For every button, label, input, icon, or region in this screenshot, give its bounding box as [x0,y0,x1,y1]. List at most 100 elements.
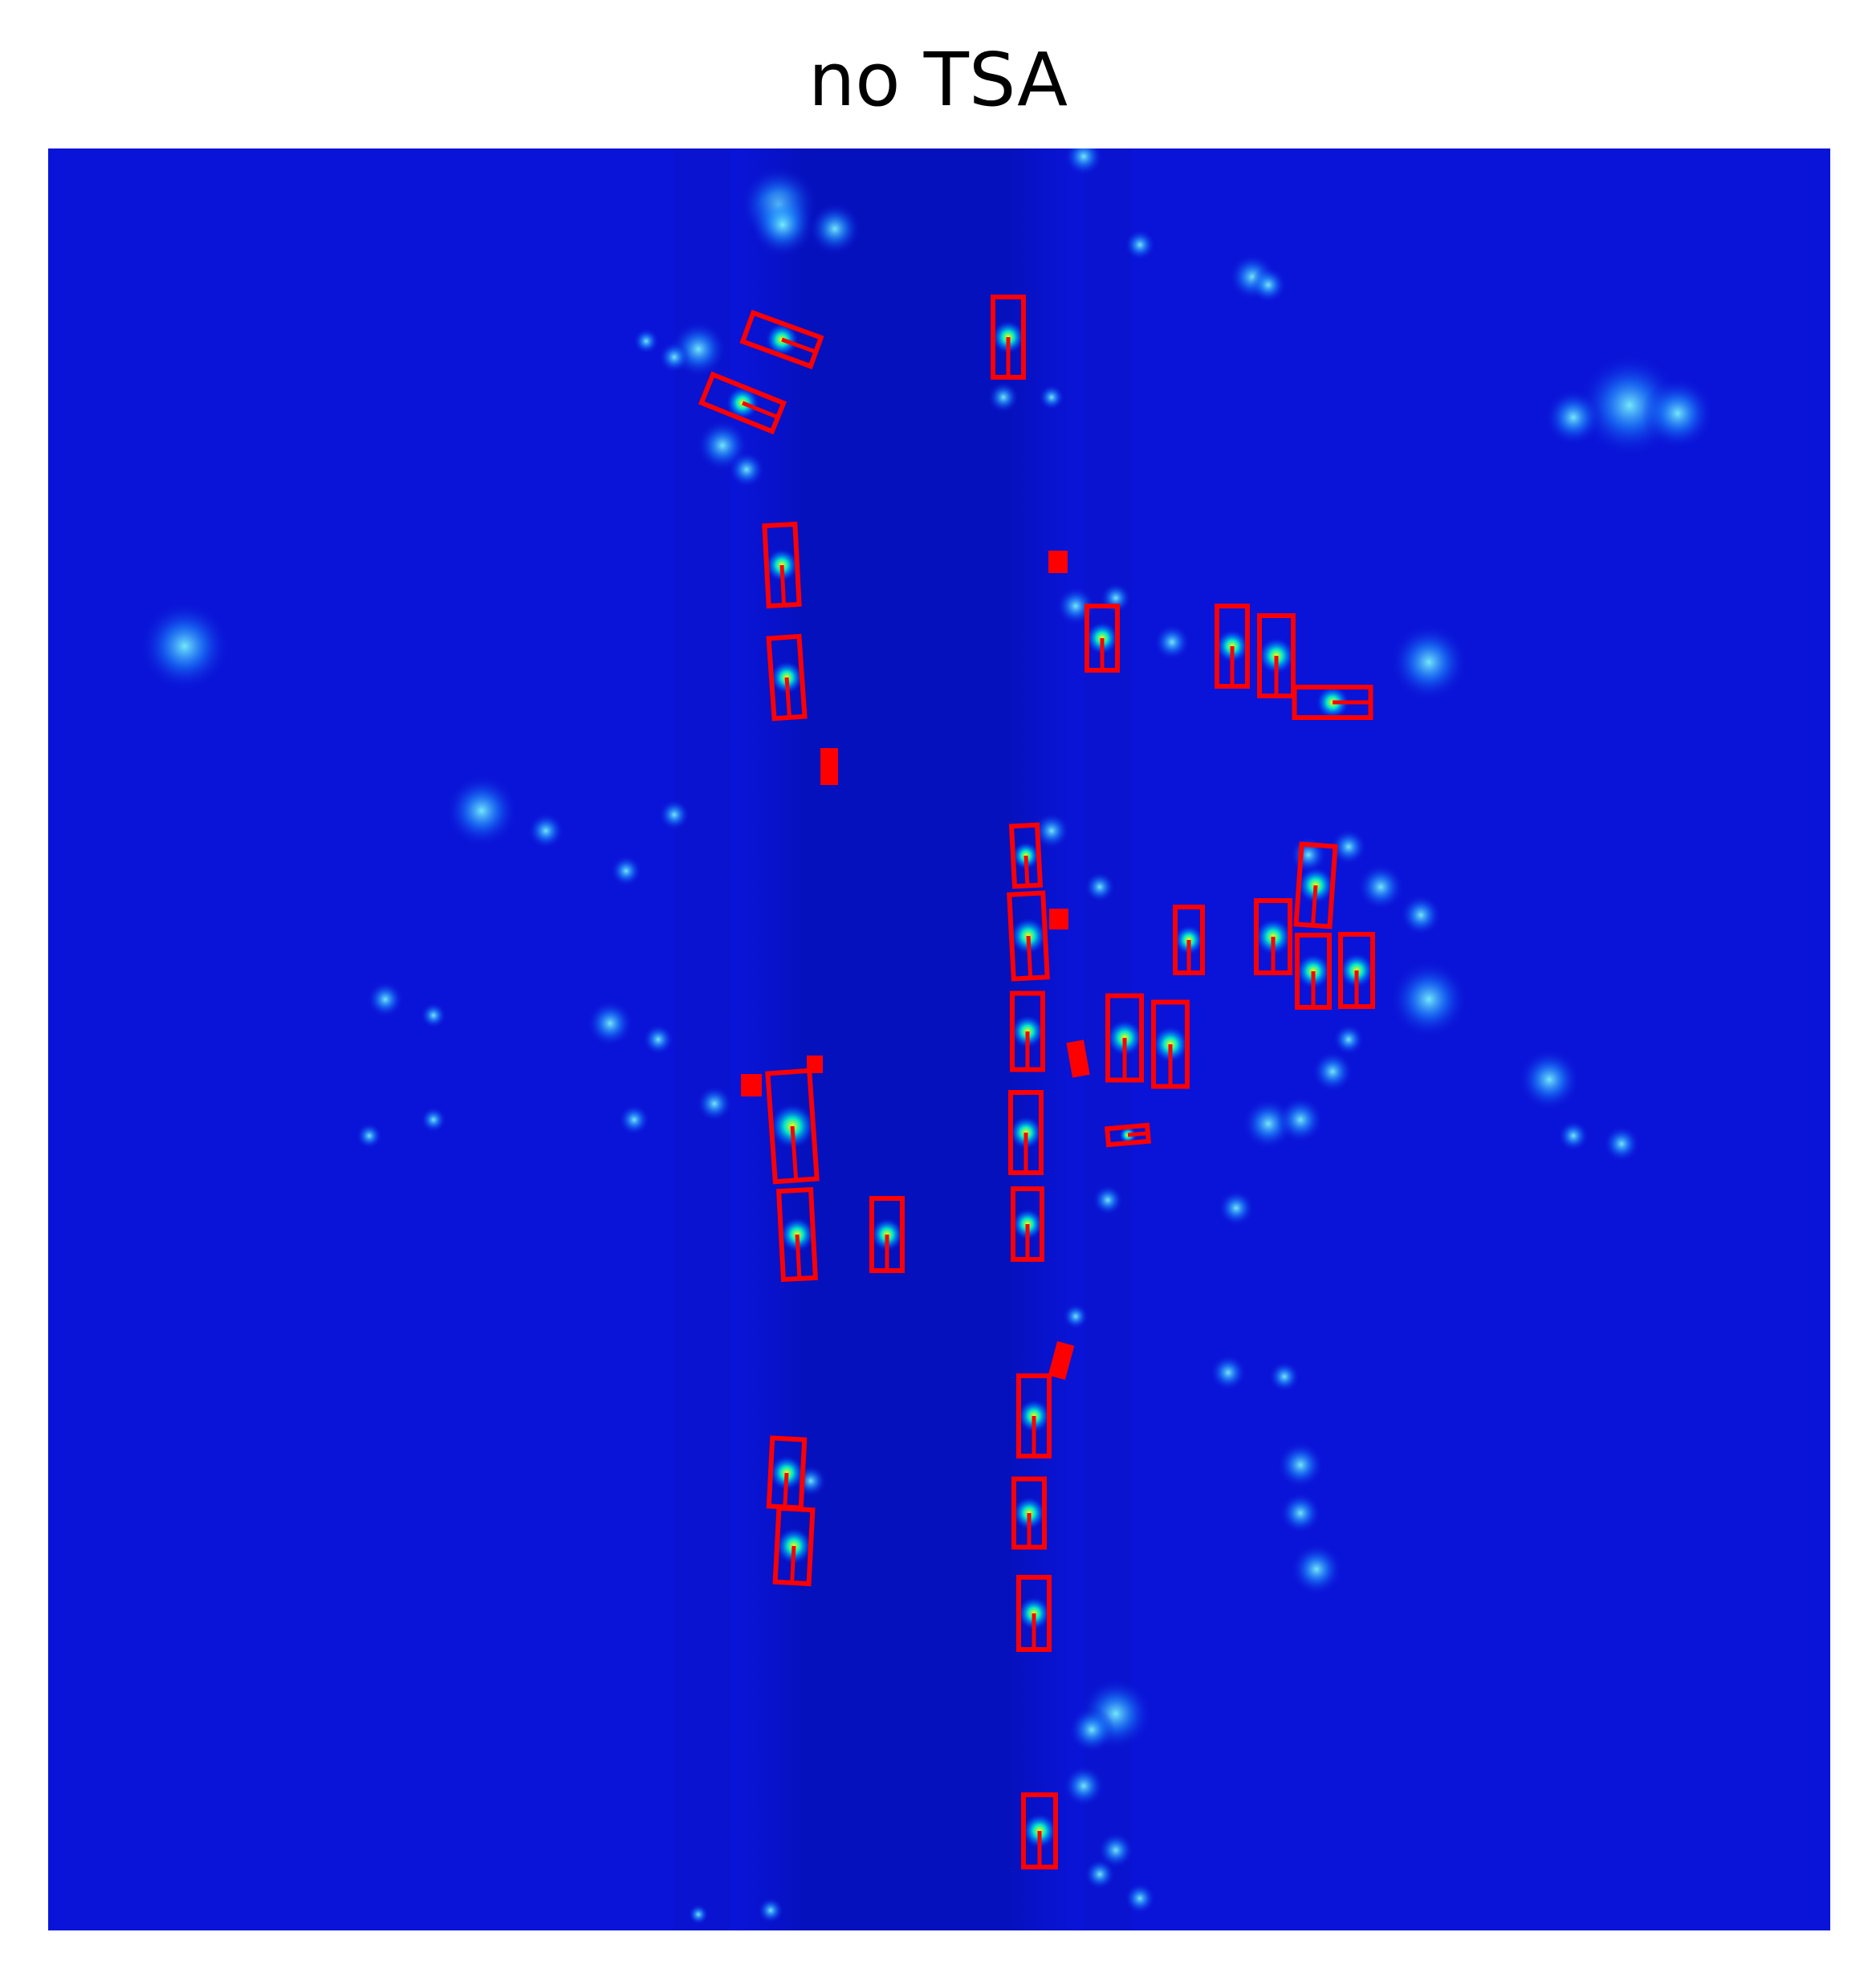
feature-blob [421,1003,446,1028]
detection-box [869,1196,905,1273]
detection-box-outline [807,1056,823,1073]
feature-blob [1330,828,1367,865]
detection-heading-line [784,677,792,718]
feature-blob [688,1904,709,1925]
detection-box-outline [1048,551,1068,573]
feature-blob [1068,1706,1115,1753]
feature-blob [1154,624,1190,661]
detection-heading-line [783,1472,789,1507]
feature-blob [1518,1048,1581,1111]
feature-blob [1291,1544,1342,1595]
feature-blob [1268,1361,1300,1393]
detection-box-outline [1066,1039,1090,1078]
feature-blob [633,328,659,354]
feature-blob [1084,1858,1116,1890]
detection-box-outline [820,748,838,785]
detection-box [1011,1186,1044,1262]
detection-heading-line [1026,935,1033,978]
feature-blob [1097,1832,1134,1869]
detection-heading-line [742,401,779,420]
detection-box [1066,1039,1090,1078]
detection-box [1257,613,1296,698]
feature-blob [446,775,518,847]
feature-blob [1312,1051,1353,1092]
feature-blob [1039,384,1064,410]
detection-box [1151,999,1190,1089]
detection-box [1104,1122,1152,1148]
detection-box [739,309,824,370]
feature-blob [1033,812,1070,849]
feature-blob [527,812,564,849]
feature-blob [1557,1120,1589,1152]
detection-box [1021,1792,1058,1869]
feature-blob [140,601,230,691]
feature-blob [1603,1125,1640,1162]
feature-blob [658,341,690,373]
feature-blob [1218,1190,1255,1226]
detection-heading-line [790,1125,799,1181]
detection-heading-line [1127,1131,1149,1137]
feature-blob [421,1107,446,1133]
detection-box [766,633,808,722]
feature-blob [728,451,765,488]
detection-box [1295,933,1332,1010]
feature-blob [1210,1354,1247,1391]
feature-blob [751,193,815,257]
feature-blob [1063,1765,1105,1807]
detection-box [991,295,1026,380]
detection-box [762,521,802,609]
feature-blob [1063,1304,1089,1329]
detection-hotspot [1296,866,1335,905]
detection-box [1215,604,1250,689]
detection-heading-line [781,337,817,354]
detection-box [820,748,838,785]
detection-box [772,1505,816,1587]
detection-box-outline [739,309,824,370]
detection-box-outline [741,1074,762,1096]
detection-heading-line [795,1234,802,1279]
detection-box [765,1068,820,1185]
feature-blob [618,1104,650,1136]
feature-blob [1390,961,1467,1038]
bev-heatmap [48,148,1830,1930]
detection-box [1292,685,1373,720]
detection-heading-line [790,1545,796,1584]
detection-box [1011,1476,1047,1550]
detection-heading-line [1311,885,1318,926]
detection-box [1048,551,1068,573]
detection-box-outline [772,1505,816,1587]
feature-blob [356,1123,382,1149]
detection-box [1049,909,1068,930]
bev-heatmap-panel [48,148,1830,1930]
feature-blob [587,1000,633,1047]
detection-box [1008,822,1044,889]
feature-blob [1357,864,1404,910]
detection-box [1254,898,1292,975]
feature-blob [1277,1096,1324,1143]
detection-boxes [698,295,1375,1869]
feature-blob [1280,1492,1321,1534]
feature-blob [367,981,404,1018]
detection-box-outline [698,371,787,435]
feature-blob [1092,1184,1124,1216]
detection-box-outline [1007,890,1050,982]
detection-box [1010,991,1045,1072]
detection-box-outline [775,1186,819,1283]
detection-box [1008,1090,1044,1175]
feature-blob [1277,1442,1324,1488]
feature-blobs [140,148,1714,1925]
feature-blob [1084,871,1116,903]
detection-box [1293,841,1338,930]
detection-heading-line [779,564,787,606]
feature-blob [1642,377,1714,450]
detection-box [1016,1373,1052,1458]
detection-box [741,1074,762,1096]
feature-blob [658,799,690,831]
feature-blob [809,203,861,254]
feature-blob [696,1085,733,1122]
detection-box [1016,1575,1052,1652]
detection-box [1007,890,1050,982]
detection-box [1338,932,1375,1009]
detection-heading-line [1023,855,1030,886]
detection-box [1105,993,1144,1083]
